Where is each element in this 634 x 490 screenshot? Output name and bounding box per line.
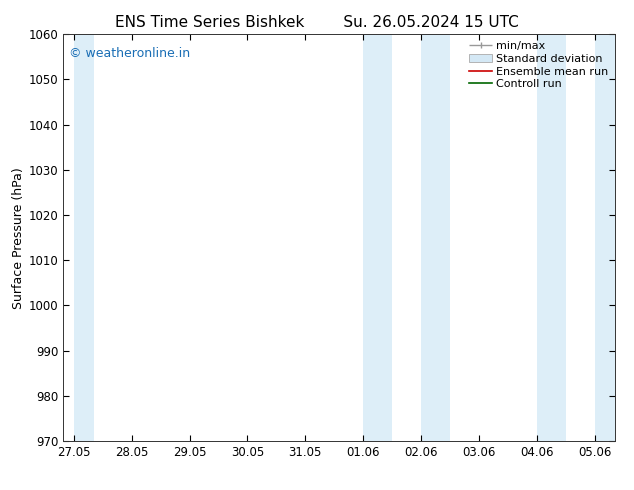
Text: © weatheronline.in: © weatheronline.in: [69, 47, 190, 59]
Bar: [595, 34, 615, 441]
Y-axis label: Surface Pressure (hPa): Surface Pressure (hPa): [11, 167, 25, 309]
Bar: [421, 34, 450, 441]
Bar: [363, 34, 392, 441]
Bar: [74, 34, 94, 441]
Text: ENS Time Series Bishkek        Su. 26.05.2024 15 UTC: ENS Time Series Bishkek Su. 26.05.2024 1…: [115, 15, 519, 30]
Legend: min/max, Standard deviation, Ensemble mean run, Controll run: min/max, Standard deviation, Ensemble me…: [465, 37, 612, 94]
Bar: [537, 34, 566, 441]
